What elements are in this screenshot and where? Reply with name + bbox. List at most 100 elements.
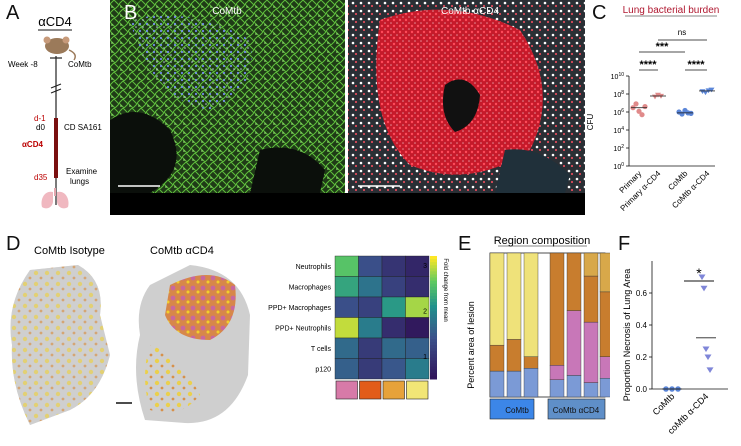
legend-ppd: PPD [407, 200, 428, 211]
stacked-bar-segment [599, 378, 610, 398]
colorbar-tick-label: 2 [423, 309, 427, 316]
panel-a-title: αCD4 [38, 14, 72, 29]
heatmap-cell [334, 358, 359, 380]
comtb-acd4-necrotic-core [442, 79, 480, 132]
heatmap-cell [381, 337, 406, 359]
heatmap-cell [334, 317, 359, 339]
panel-d-left-label: CoMtb Isotype [34, 245, 105, 257]
heatmap-cell [381, 255, 406, 277]
stacked-bar-segment [489, 252, 505, 346]
panel-e-title: Region composition [494, 235, 591, 247]
panel-d-right-label: CoMtb αCD4 [150, 245, 214, 257]
timeline-acd4: αCD4 [22, 140, 43, 149]
heatmap-row-label: Macrophages [289, 284, 332, 291]
stacked-bar-segment [599, 291, 610, 357]
panel-f-ytick-label: 0.6 [636, 289, 648, 298]
panel-a-timeline: αCD4 Week -8 CoMtb d-1 d0 CD SA161 αCD4 … [8, 14, 102, 209]
stacked-bar-segment [549, 365, 565, 380]
panel-f-sig: * [696, 265, 702, 281]
panel-d-heatmap [334, 255, 430, 400]
colorbar-segment [430, 345, 437, 349]
stacked-bar-segment [506, 252, 522, 340]
stacked-bar-segment [506, 370, 522, 398]
panel-c-ylabel: CFU [586, 114, 595, 131]
heatmap-row-label: PPD+ Neutrophils [275, 325, 331, 332]
heatmap-cell [405, 358, 430, 380]
stacked-bar-segment [549, 379, 565, 398]
colorbar-segment [430, 329, 437, 334]
panel-f-ytick-label: 0.4 [636, 321, 648, 330]
timeline-d35: d35 [34, 173, 48, 182]
timeline-examine-1: Examine [66, 167, 98, 176]
cfu-point [702, 90, 709, 96]
stacked-bar-segment [489, 370, 505, 398]
heatmap-cell [358, 255, 383, 277]
heatmap-region-swatch [335, 380, 358, 400]
panel-c-points [630, 87, 715, 118]
necrosis-point [700, 285, 708, 292]
stacked-bar-segment [583, 275, 599, 323]
timeline-week: Week -8 [8, 60, 38, 69]
colorbar-segment [430, 369, 437, 374]
panel-d-colorbar: 3 2 1 [423, 256, 437, 380]
cfu-point [639, 112, 645, 118]
panel-b-letter: B [124, 2, 138, 24]
heatmap-region-swatch [382, 380, 405, 400]
mouse-icon [43, 36, 76, 61]
acd4-lesion-large [165, 275, 236, 340]
colorbar-segment [430, 262, 437, 266]
timeline-d0: d0 [36, 123, 45, 132]
stacked-bar-segment [566, 375, 582, 398]
timeline-examine-2: lungs [70, 177, 89, 186]
stacked-bar-segment [523, 356, 539, 369]
heatmap-cell [334, 296, 359, 318]
comtb-airspace-1 [110, 112, 177, 193]
colorbar-segment [430, 360, 437, 365]
sig-ns: ns [678, 28, 686, 37]
colorbar-segment [430, 366, 437, 371]
colorbar-segment [430, 342, 437, 346]
comtb-image-label: CoMtb [212, 6, 242, 17]
colorbar-segment [430, 339, 437, 343]
stacked-bar-segment [549, 252, 565, 366]
colorbar-segment [430, 326, 437, 331]
stacked-bar-segment [506, 339, 522, 372]
heatmap-cell [358, 296, 383, 318]
stacked-bar-segment [599, 356, 610, 379]
colorbar-segment [430, 351, 437, 355]
cfu-point [708, 87, 715, 93]
heatmap-cell [334, 255, 359, 277]
heatmap-cell [334, 337, 359, 359]
colorbar-segment [430, 302, 437, 306]
cfu-point [636, 108, 642, 114]
panel-c-ytick-label: 108 [613, 90, 624, 99]
panel-c-ytick-label: 104 [613, 126, 624, 135]
colorbar-segment [430, 283, 437, 288]
panel-c-ytick-label: 106 [613, 108, 624, 117]
stacked-bar-segment [523, 252, 539, 357]
panel-f-points [662, 274, 716, 392]
colorbar-segment [430, 274, 437, 279]
timeline-break [50, 83, 62, 94]
colorbar-tick-label: 1 [423, 354, 427, 361]
colorbar-segment [430, 259, 437, 263]
comtb-acd4-tissue [495, 149, 570, 193]
stacked-bar-segment [566, 252, 582, 311]
comtb-acd4-image-label: CoMtb αCD4 [441, 6, 499, 17]
acd4-lesion-lower [145, 345, 200, 413]
sig-3star: *** [656, 41, 670, 53]
colorbar-segment [430, 286, 437, 291]
necrosis-point [706, 367, 714, 373]
panel-d-maps: CoMtb Isotype CoMtb αCD4 Neutrophils Macr… [10, 245, 448, 425]
panel-f-chart: Proportion Necrosis of Lung Area 0.00.20… [622, 261, 728, 436]
panel-b-micrographs: CoMtb CoMtb αCD4 CD177 p120 CD68 PPD [110, 0, 585, 215]
legend-p120: p120 [314, 200, 337, 211]
stacked-bar-segment [566, 310, 582, 376]
heatmap-cell [381, 296, 406, 318]
panel-f-axes: 0.0 0.2 0.4 0.6 [636, 261, 728, 394]
panel-f-ytick-label: 0.0 [636, 385, 648, 394]
cfu-point [642, 103, 648, 110]
heatmap-cell [358, 317, 383, 339]
